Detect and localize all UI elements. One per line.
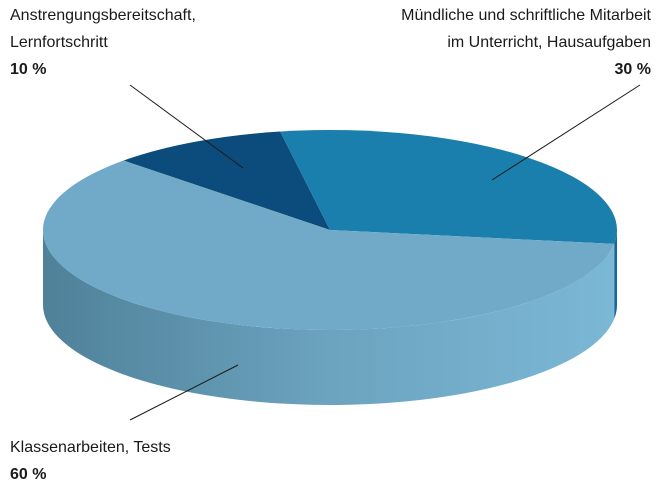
value-label: 60 % (10, 466, 47, 483)
value-label: 10 % (10, 61, 47, 78)
leader-line (129, 364, 239, 421)
category-label: Klassenarbeiten, Tests (10, 439, 171, 456)
leader-line (491, 84, 641, 181)
slice-label: Klassenarbeiten, Tests 60 % (10, 434, 171, 488)
slice-label: Mündliche und schriftliche Mitarbeit im … (401, 2, 651, 83)
leader-line (129, 84, 244, 169)
category-label: Mündliche und schriftliche Mitarbeit im … (401, 7, 651, 51)
pie-slice (280, 130, 617, 244)
pie-slice (123, 131, 331, 230)
pie-side (43, 230, 615, 405)
category-label: Anstrengungsbereitschaft, Lernfortschrit… (10, 7, 196, 51)
pie-side (614, 230, 617, 319)
pie-slice (42, 160, 615, 330)
value-label: 30 % (614, 61, 651, 78)
slice-label: Anstrengungsbereitschaft, Lernfortschrit… (10, 2, 196, 83)
